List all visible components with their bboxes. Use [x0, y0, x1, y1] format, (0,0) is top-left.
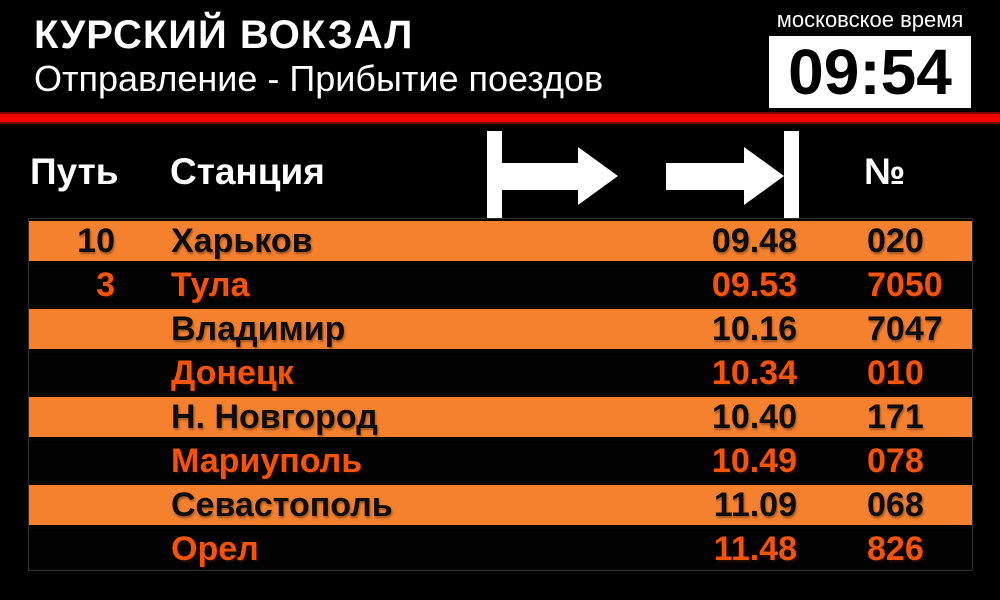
table-row: Донецк 10.34 010	[29, 353, 972, 393]
station-cell: Владимир	[171, 310, 346, 348]
train-number-cell: 010	[867, 354, 924, 392]
table-row: Владимир 10.16 7047	[29, 309, 972, 349]
time-cell: 09.53	[711, 266, 797, 304]
column-header-track: Путь	[30, 151, 119, 192]
table-row: 10 Харьков 09.48 020	[29, 221, 972, 261]
train-number-cell: 171	[867, 398, 924, 436]
station-cell: Н. Новгород	[171, 398, 378, 436]
table-row: Н. Новгород 10.40 171	[29, 397, 972, 437]
track-cell: 10	[77, 222, 115, 260]
red-divider	[0, 112, 1000, 124]
time-cell: 11.09	[713, 486, 797, 524]
moscow-time-label: московское время	[776, 7, 964, 32]
table-row: Севастополь 11.09 068	[29, 485, 972, 525]
station-cell: Донецк	[171, 354, 294, 392]
station-cell: Тула	[171, 266, 250, 304]
table-row: Мариуполь 10.49 078	[29, 441, 972, 481]
departures-table: 10 Харьков 09.48 020 3 Тула 09.53 7050 В…	[28, 218, 973, 571]
time-cell: 10.34	[711, 354, 797, 392]
departure-bar	[487, 131, 502, 218]
page-subtitle: Отправление - Прибытие поездов	[34, 58, 604, 99]
arrival-arrow-shaft	[666, 163, 744, 190]
train-number-cell: 068	[867, 486, 924, 524]
station-cell: Орел	[171, 530, 259, 568]
column-header-train-number: №	[864, 151, 906, 192]
station-cell: Харьков	[171, 222, 313, 260]
arrival-arrow-head	[744, 147, 784, 205]
time-cell: 09.48	[711, 222, 797, 260]
time-cell: 10.49	[711, 442, 797, 480]
track-cell: 3	[96, 266, 115, 304]
clock-time: 09:54	[788, 36, 952, 108]
table-row: 3 Тула 09.53 7050	[29, 265, 972, 305]
time-cell: 10.16	[711, 310, 797, 348]
train-number-cell: 7047	[867, 310, 943, 348]
train-number-cell: 7050	[867, 266, 943, 304]
clock: 09:54	[769, 36, 971, 108]
time-cell: 10.40	[711, 398, 797, 436]
train-number-cell: 826	[867, 530, 924, 568]
station-cell: Севастополь	[171, 486, 393, 524]
column-header-station: Станция	[170, 151, 325, 192]
train-number-cell: 020	[867, 222, 924, 260]
time-cell: 11.48	[713, 530, 797, 568]
page-title: КУРСКИЙ ВОКЗАЛ	[34, 13, 414, 57]
departure-arrow-head	[578, 147, 618, 205]
departure-arrow-shaft	[500, 163, 578, 190]
arrival-bar	[784, 131, 799, 218]
station-cell: Мариуполь	[171, 442, 363, 480]
table-row: Орел 11.48 826	[29, 529, 972, 569]
train-number-cell: 078	[867, 442, 924, 480]
